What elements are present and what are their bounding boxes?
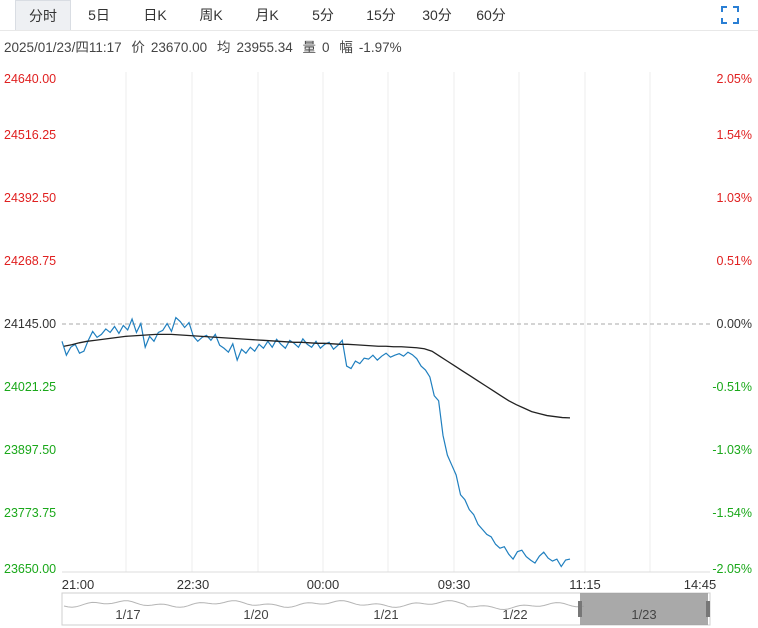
y-tick-label-right: 0.00% [717, 317, 752, 331]
x-tick-label: 11:15 [569, 577, 601, 592]
y-tick-label-left: 24145.00 [4, 317, 56, 331]
tab-monthly-k[interactable]: 月K [255, 7, 279, 23]
tab-weekly-k[interactable]: 周K [199, 7, 223, 23]
price-line [61, 316, 571, 568]
navigator-date-label: 1/20 [243, 607, 268, 622]
y-tick-label-right: 2.05% [717, 72, 752, 86]
expand-corners-icon[interactable] [720, 5, 740, 25]
y-tick-label-left: 24021.25 [4, 380, 56, 394]
tab-60min[interactable]: 60分 [476, 7, 506, 23]
y-tick-label-right: -0.51% [712, 380, 752, 394]
info-change-label: 幅 [339, 40, 353, 55]
period-tab-bar: 分时 5日 日K 周K 月K 5分 15分 30分 60分 [0, 0, 758, 31]
x-tick-label: 14:45 [684, 577, 717, 592]
y-tick-label-right: -1.03% [712, 443, 752, 457]
navigator-sparkline [63, 600, 585, 611]
navigator-handle-left [578, 601, 582, 617]
tab-daily-k[interactable]: 日K [143, 7, 167, 23]
info-avg-label: 均 [216, 40, 231, 55]
y-tick-label-left: 24392.50 [4, 191, 56, 205]
y-tick-label-left: 24640.00 [4, 72, 56, 86]
navigator-handle-right [706, 601, 710, 617]
y-tick-label-left: 23773.75 [4, 506, 56, 520]
info-change: -1.97% [358, 40, 402, 55]
tab-5day[interactable]: 5日 [88, 7, 110, 23]
navigator-selection [580, 593, 708, 625]
x-tick-label: 00:00 [307, 577, 340, 592]
info-volume-label: 量 [302, 40, 317, 55]
info-price: 23670.00 [150, 40, 208, 55]
navigator-date-label: 1/23 [631, 607, 656, 622]
tab-5min[interactable]: 5分 [312, 7, 334, 23]
info-datetime: 2025/01/23/四11:17 [4, 40, 122, 55]
info-avg: 23955.34 [236, 40, 293, 55]
y-tick-label-left: 23897.50 [4, 443, 56, 457]
y-tick-label-left: 24268.75 [4, 254, 56, 268]
navigator-date-label: 1/21 [373, 607, 398, 622]
tab-30min[interactable]: 30分 [422, 7, 452, 23]
average-line [63, 333, 571, 419]
y-tick-label-left: 24516.25 [4, 128, 56, 142]
y-tick-label-right: -2.05% [712, 562, 752, 576]
y-tick-label-right: 1.03% [717, 191, 752, 205]
y-tick-label-right: 0.51% [717, 254, 752, 268]
y-tick-label-right: -1.54% [712, 506, 752, 520]
tab-15min[interactable]: 15分 [366, 7, 396, 23]
x-tick-label: 22:30 [177, 577, 210, 592]
x-tick-label: 09:30 [438, 577, 471, 592]
y-tick-label-left: 23650.00 [4, 562, 56, 576]
info-price-label: 价 [131, 40, 145, 55]
info-volume: 0 [322, 40, 330, 55]
navigator-date-label: 1/22 [502, 607, 527, 622]
y-tick-label-right: 1.54% [717, 128, 752, 142]
x-tick-label: 21:00 [62, 577, 95, 592]
tab-intraday[interactable]: 分时 [15, 0, 71, 30]
navigator-date-label: 1/17 [115, 607, 140, 622]
